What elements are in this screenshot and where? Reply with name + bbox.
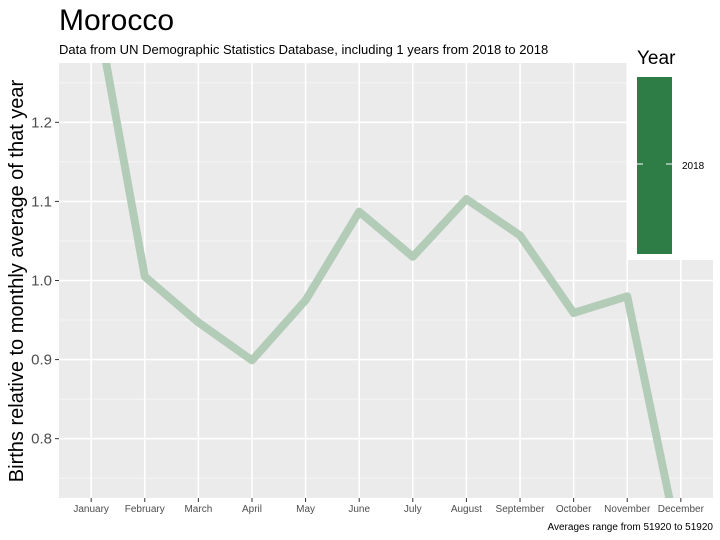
y-tick-label: 0.9: [31, 352, 52, 369]
chart-subtitle: Data from UN Demographic Statistics Data…: [59, 42, 548, 57]
x-tick-label: November: [604, 504, 651, 515]
x-tick-label: August: [451, 504, 482, 515]
plot-panel: [59, 63, 713, 498]
x-tick-label: December: [658, 504, 705, 515]
x-tick-label: October: [556, 504, 592, 515]
legend-label-2018: 2018: [682, 161, 705, 172]
y-tick-label: 1.2: [31, 114, 52, 131]
series-line-2018: [102, 63, 674, 498]
legend-title: Year: [637, 48, 676, 69]
y-tick-label: 1.0: [31, 273, 52, 290]
x-tick-label: May: [296, 504, 315, 515]
legend: Year 2018: [628, 40, 720, 260]
y-tick-label: 1.1: [31, 193, 52, 210]
grid-minor: [59, 82, 713, 479]
y-tick-label: 0.8: [31, 431, 52, 448]
y-axis-label: Births relative to monthly average of th…: [6, 79, 28, 482]
legend-color-bar: [637, 77, 672, 254]
chart-title: Morocco: [59, 4, 174, 37]
x-axis-ticks: January February March April May June July Augu…: [73, 498, 705, 515]
x-tick-label: January: [73, 504, 109, 515]
x-tick-label: June: [348, 504, 370, 515]
series-layer: [102, 63, 674, 498]
grid-major: [59, 63, 713, 498]
y-axis-ticks: 0.8 0.9 1.0 1.1 1.2: [31, 114, 59, 448]
x-tick-label: April: [242, 504, 262, 515]
x-tick-label: July: [404, 504, 422, 515]
x-tick-label: February: [125, 504, 165, 515]
x-tick-label: September: [496, 504, 546, 515]
x-tick-label: March: [184, 504, 212, 515]
chart-caption: Averages range from 51920 to 51920: [548, 522, 714, 533]
